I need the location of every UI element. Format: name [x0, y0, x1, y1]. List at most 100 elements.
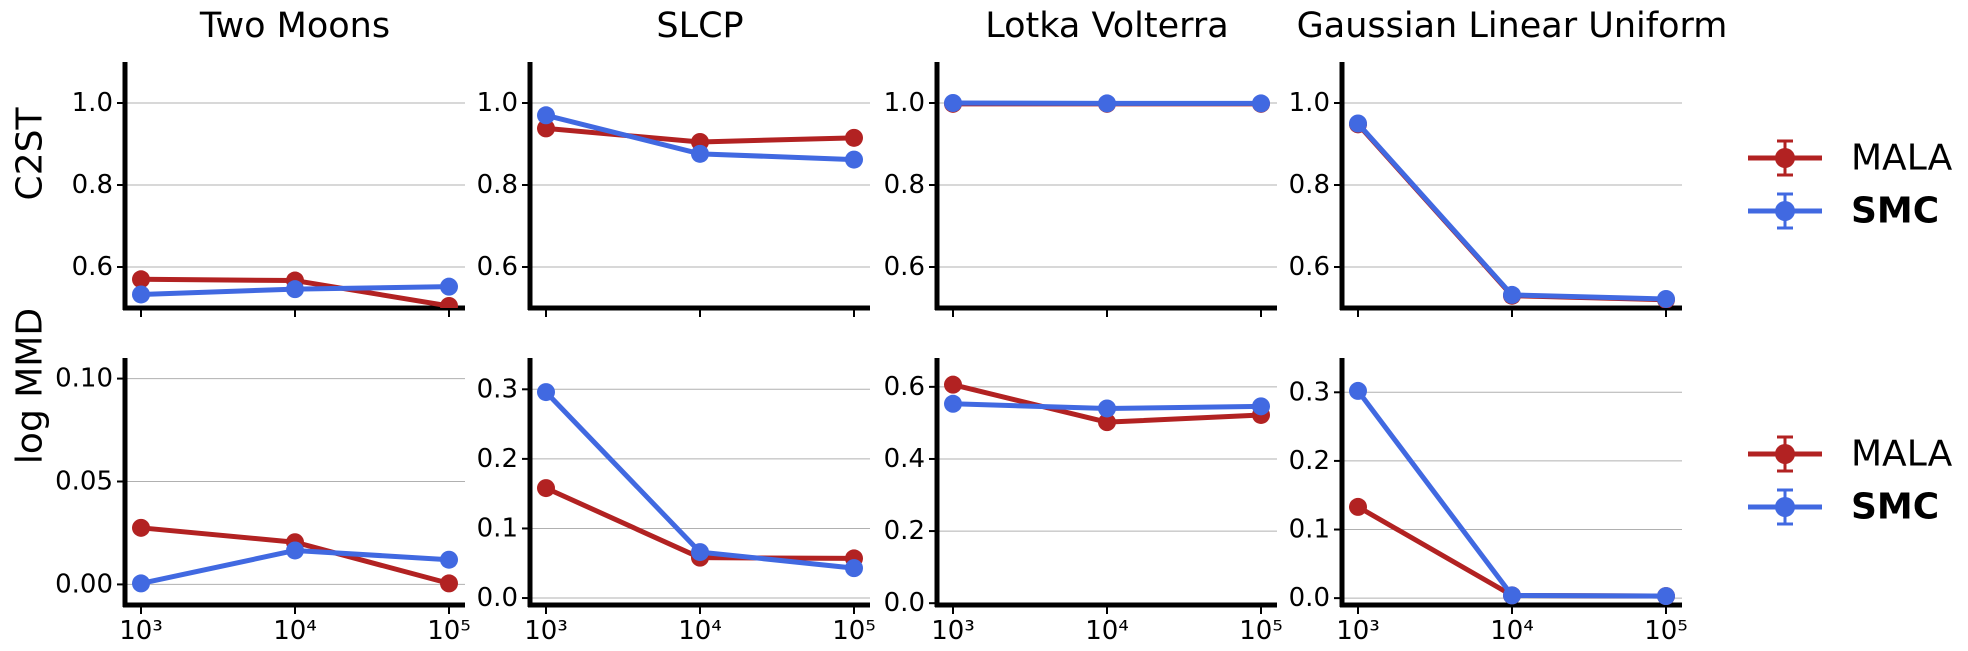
y-tick-label: 0.6: [72, 252, 113, 282]
data-point-smc: [845, 150, 863, 169]
y-tick-label: 0.8: [1289, 170, 1330, 200]
y-tick-label: 0.1: [477, 513, 518, 543]
y-tick-label: 0.4: [884, 444, 925, 474]
data-point-smc: [132, 574, 150, 593]
x-tick-label: 10⁴: [273, 616, 317, 646]
series-group: [1349, 114, 1675, 308]
data-point-mala: [440, 296, 458, 308]
series-group: [537, 106, 863, 169]
series-line-smc: [1355, 121, 1669, 302]
series-line-mala: [1355, 121, 1669, 303]
data-point-mala: [537, 119, 555, 138]
panel-title: Two Moons: [199, 6, 390, 46]
y-tick-label: 1.0: [477, 88, 518, 118]
series-group: [1349, 381, 1675, 605]
data-point-mala: [132, 270, 150, 289]
series-group: [537, 383, 863, 578]
legend-top-mala-marker: [1748, 139, 1822, 177]
legend-top-mala-label: MALA: [1851, 138, 1953, 179]
data-point-smc: [537, 383, 555, 402]
y-tick-label: 0.0: [1289, 583, 1330, 613]
x-tick-label: 10⁴: [1085, 616, 1129, 646]
data-point-smc: [286, 541, 304, 560]
y-tick-label: 0.8: [884, 170, 925, 200]
data-point-smc: [1503, 285, 1521, 304]
data-point-smc: [944, 394, 962, 413]
row-label-c2st: C2ST: [10, 107, 51, 201]
data-point-smc: [691, 543, 709, 562]
x-tick-label: 10³: [524, 616, 568, 646]
y-tick-label: 0.05: [55, 467, 113, 497]
y-tick-label: 0.2: [477, 444, 518, 474]
data-point-smc: [440, 550, 458, 569]
x-tick-label: 10⁵: [1239, 616, 1283, 646]
panel-r0-c2: 0.6 0.8 1.0 Lotka Volterra: [884, 6, 1277, 317]
series-line-mala: [1355, 504, 1669, 599]
y-tick-label: 0.0: [477, 583, 518, 613]
data-point-smc: [537, 106, 555, 125]
data-point-smc: [1503, 586, 1521, 605]
series-group: [944, 94, 1270, 113]
x-tick-label: 10⁵: [832, 616, 876, 646]
y-tick-label: 0.3: [1289, 377, 1330, 407]
panel-title: SLCP: [656, 6, 743, 46]
y-tick-label: 0.1: [1289, 515, 1330, 545]
y-tick-label: 0.2: [884, 516, 925, 546]
data-point-smc: [1349, 114, 1367, 133]
data-point-smc: [1349, 381, 1367, 400]
data-point-smc: [944, 94, 962, 112]
panel-r1-c0: 0.00 0.05 0.10 10³ 10⁴ 10⁵: [55, 358, 471, 646]
data-point-smc: [845, 559, 863, 578]
series-group: [944, 375, 1270, 432]
x-tick-label: 10⁴: [1490, 616, 1534, 646]
data-point-smc: [1252, 94, 1270, 113]
legend-top-smc-marker: [1748, 192, 1822, 230]
series-line-smc: [543, 389, 857, 571]
data-point-smc: [1657, 289, 1675, 308]
data-point-mala: [1098, 413, 1116, 432]
y-tick-label: 0.2: [1289, 446, 1330, 476]
row-label-log-mmd: log MMD: [10, 308, 51, 464]
data-point-smc: [1098, 399, 1116, 418]
x-tick-label: 10³: [931, 616, 975, 646]
panel-r0-c3: 0.6 0.8 1.0 Gaussian Linear Uniform: [1289, 6, 1728, 317]
panels: 0.6 0.8 1.0 Two Moons 0.6 0.8 1.0 SLCP 0.6 0.8 1.0…: [55, 6, 1727, 646]
data-point-smc: [691, 144, 709, 163]
data-point-smc: [1252, 397, 1270, 416]
x-tick-label: 10³: [1336, 616, 1380, 646]
data-point-smc: [1098, 94, 1116, 113]
y-tick-label: 0.6: [477, 252, 518, 282]
data-point-mala: [537, 479, 555, 498]
data-point-mala: [1349, 497, 1367, 516]
legend-bottom-smc-marker: [1748, 488, 1822, 526]
data-point-smc: [132, 285, 150, 304]
legend-top: MALA SMC: [1748, 138, 1953, 232]
x-tick-label: 10⁵: [427, 616, 471, 646]
y-tick-label: 0.8: [477, 170, 518, 200]
y-tick-label: 1.0: [72, 88, 113, 118]
legend-bottom: MALA SMC: [1748, 434, 1953, 528]
panel-r0-c0: 0.6 0.8 1.0 Two Moons: [72, 6, 465, 317]
x-tick-label: 10⁴: [678, 616, 722, 646]
legend-top-smc-label: SMC: [1851, 191, 1939, 232]
panel-title: Lotka Volterra: [985, 6, 1228, 46]
legend-bottom-smc-label: SMC: [1851, 487, 1939, 528]
panel-r0-c1: 0.6 0.8 1.0 SLCP: [477, 6, 870, 317]
data-point-smc: [440, 277, 458, 296]
data-point-mala: [845, 128, 863, 147]
y-tick-label: 0.6: [1289, 252, 1330, 282]
y-tick-label: 0.0: [884, 588, 925, 618]
series-group: [132, 270, 458, 308]
data-point-mala: [440, 574, 458, 593]
y-tick-label: 0.00: [55, 569, 113, 599]
y-tick-label: 1.0: [884, 88, 925, 118]
panel-r1-c1: 0.0 0.1 0.2 0.3 10³ 10⁴ 10⁵: [477, 358, 876, 646]
y-tick-label: 0.6: [884, 372, 925, 402]
legend-bottom-mala-label: MALA: [1851, 434, 1953, 475]
panel-r1-c3: 0.0 0.1 0.2 0.3 10³ 10⁴ 10⁵: [1289, 358, 1688, 646]
panel-title: Gaussian Linear Uniform: [1297, 6, 1728, 46]
data-point-mala: [944, 375, 962, 394]
data-point-smc: [286, 280, 304, 299]
legend-bottom-mala-marker: [1748, 435, 1822, 473]
